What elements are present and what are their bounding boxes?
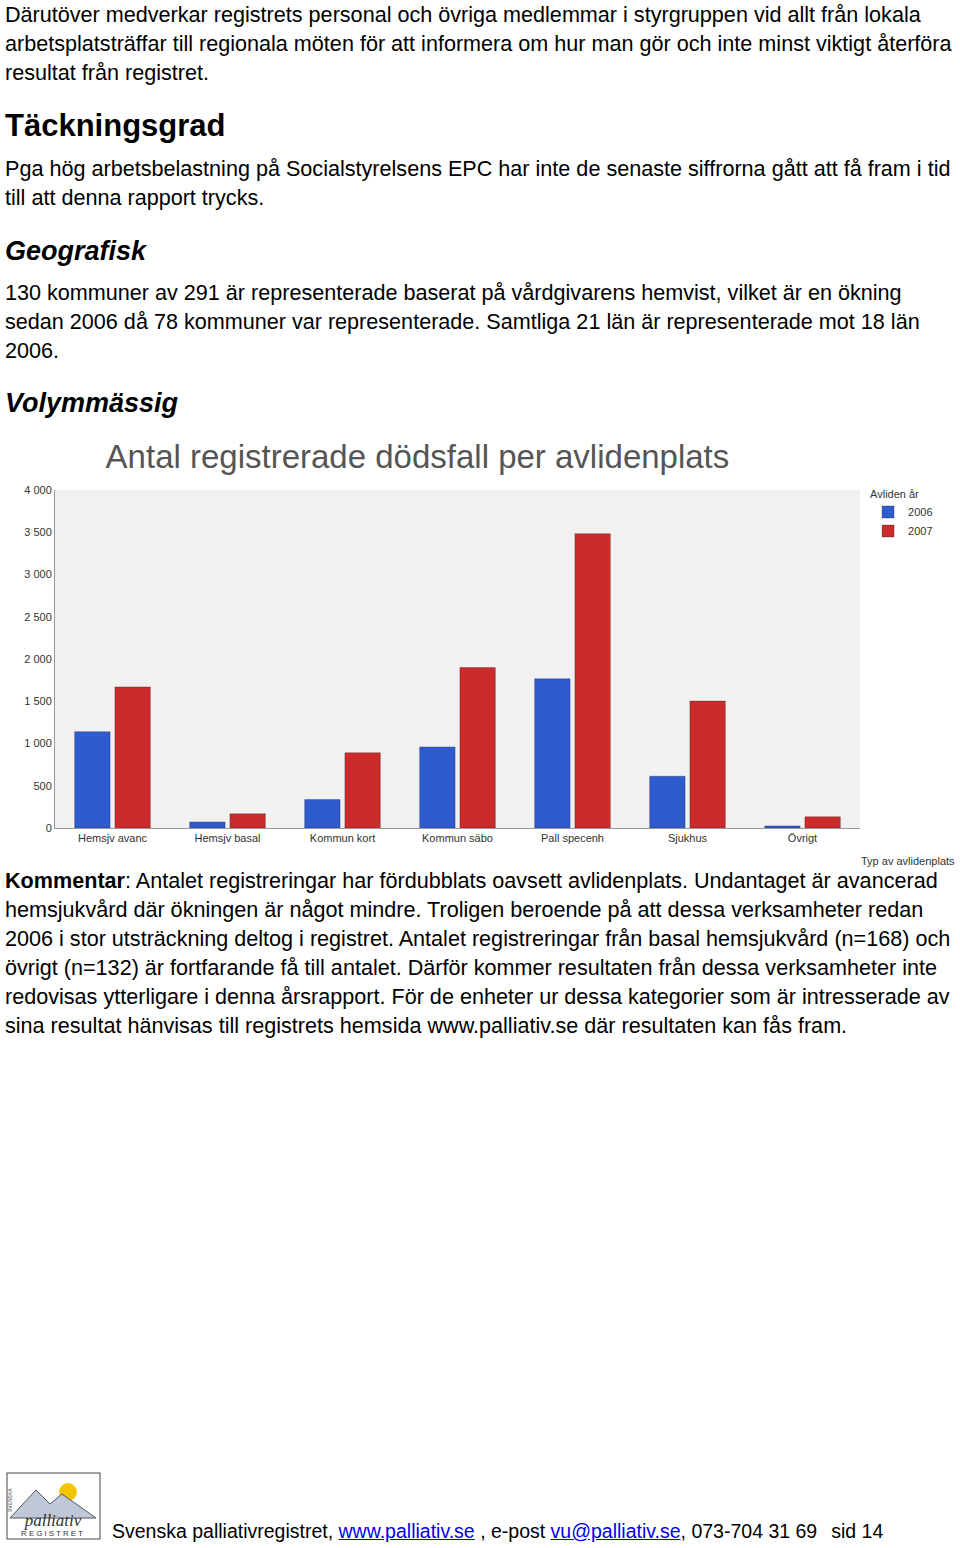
svg-text:2006: 2006 (908, 506, 932, 518)
svg-text:Hemsjv avanc: Hemsjv avanc (78, 832, 148, 844)
svg-text:Kommun säbo: Kommun säbo (422, 832, 493, 844)
html-text:Därutöver medverkar registrets: Därutöver medverkar registrets personal … (5, 2, 952, 85)
html-text:Geografisk: Geografisk (5, 236, 147, 266)
svg-text:Typ av avlidenplats: Typ av avlidenplats (861, 855, 955, 867)
html-text:sid 14: sid 14 (831, 1520, 884, 1542)
html-text:Täckningsgrad: Täckningsgrad (5, 108, 226, 143)
svg-text:3 500: 3 500 (24, 526, 52, 538)
html-text:130 kommuner av 291 är represe: 130 kommuner av 291 är representerade ba… (5, 280, 920, 363)
html-text:Pga hög arbetsbelastning på So: Pga hög arbetsbelastning på Socialstyrel… (5, 156, 951, 210)
html-text:Kommentar: Antalet registrerin: Kommentar: Antalet registreringar har fö… (5, 868, 951, 1038)
svg-text:Pall specenh: Pall specenh (541, 832, 604, 844)
html-text:Svenska palliativregistret, ww: Svenska palliativregistret, www.palliati… (112, 1520, 818, 1542)
svg-text:0: 0 (46, 822, 52, 834)
svg-text:Sjukhus: Sjukhus (668, 832, 708, 844)
svg-text:2007: 2007 (908, 525, 932, 537)
svg-text:Kommun kort: Kommun kort (310, 832, 375, 844)
svg-text:REGISTRET: REGISTRET (21, 1529, 85, 1538)
svg-text:1 500: 1 500 (24, 695, 52, 707)
svg-text:Antal registrerade dödsfall pe: Antal registrerade dödsfall per avlidenp… (106, 438, 730, 475)
svg-text:1 000: 1 000 (24, 737, 52, 749)
svg-text:palliativ: palliativ (24, 1511, 82, 1530)
svg-text:Hemsjv basal: Hemsjv basal (194, 832, 260, 844)
svg-text:Avliden år: Avliden år (870, 488, 919, 500)
svg-text:3 000: 3 000 (24, 568, 52, 580)
svg-text:4 000: 4 000 (24, 484, 52, 496)
svg-text:Övrigt: Övrigt (788, 832, 817, 844)
svg-text:SVENSKA: SVENSKA (7, 1488, 13, 1512)
svg-text:2 000: 2 000 (24, 653, 52, 665)
svg-text:2 500: 2 500 (24, 611, 52, 623)
html-text:Volymmässig: Volymmässig (5, 388, 179, 418)
svg-text:500: 500 (33, 780, 51, 792)
